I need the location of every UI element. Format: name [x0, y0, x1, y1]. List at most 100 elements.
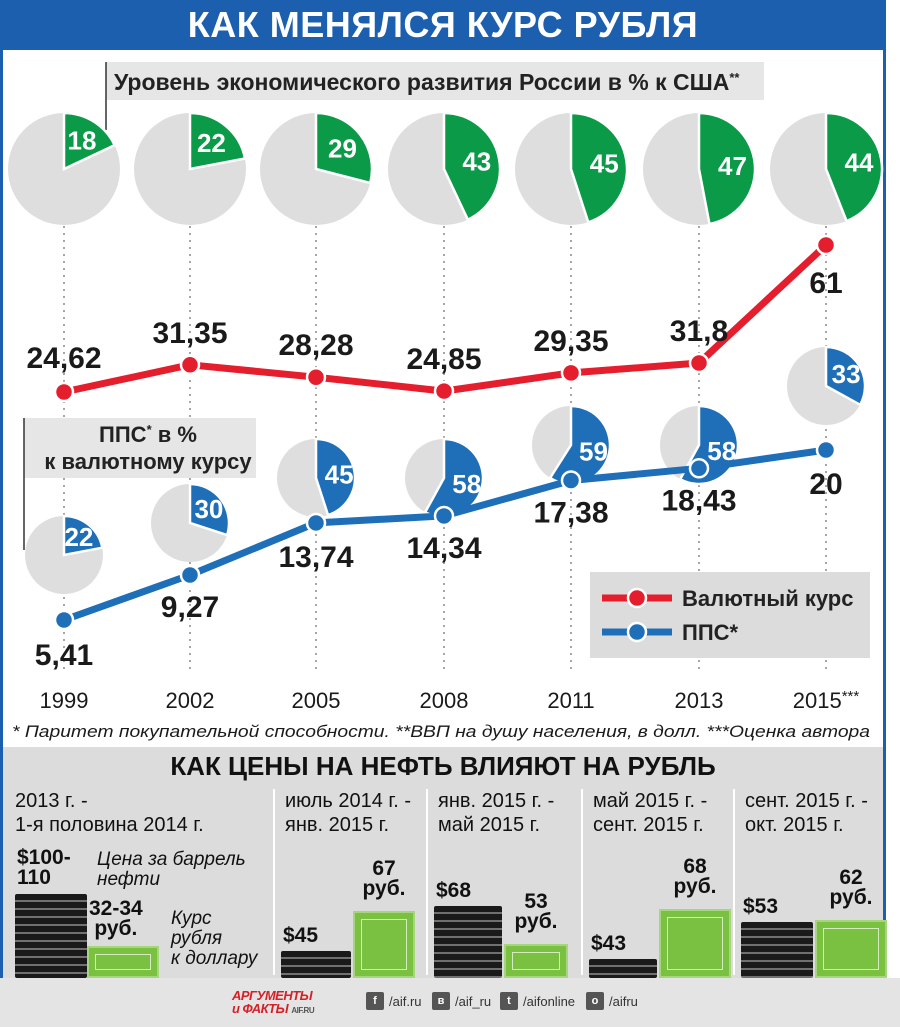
year-label-1999: 1999	[40, 688, 89, 713]
pps-pie-2008: 58	[405, 437, 485, 519]
social-handle-1: /aif.ru	[389, 993, 422, 1009]
oil-period-2: июль 2014 г. - янв. 2015 г.	[285, 790, 412, 836]
social-icon-3: t	[500, 992, 518, 1010]
gdp-pie-2015-label: 44	[845, 148, 874, 178]
legend-label-valyutny-kurs: Валютный курс	[682, 586, 853, 611]
top-pie-label: Уровень экономического развития России в…	[105, 62, 764, 130]
aif-logo[interactable]: АРГУМЕНТЫ и ФАКТЫ AIF.RU	[232, 988, 332, 1018]
pps-pie-2002-slice	[188, 482, 231, 537]
oil-period-1: 2013 г. - 1-я половина 2014 г.	[15, 790, 204, 836]
oil-period-3: янв. 2015 г. - май 2015 г.	[438, 790, 555, 836]
label-pps-2008: 14,34	[406, 532, 481, 565]
frame	[0, 0, 886, 978]
label-pps-2015: 20	[809, 468, 842, 501]
pps-pie-2005: 45	[277, 437, 357, 517]
point-valyutny-kurs-2013	[688, 352, 710, 374]
top-pie-label-box	[106, 62, 764, 100]
legend-box	[590, 572, 870, 658]
oil-barrel-5	[741, 922, 813, 978]
point-valyutny-kurs-2002	[179, 354, 201, 376]
oil-price-2: $45	[283, 924, 319, 947]
gdp-pie-2011-label: 45	[590, 149, 619, 179]
pps-pie-2002-label: 30	[194, 494, 223, 524]
pps-label-line1: ППС* в %	[99, 422, 197, 447]
oil-barrel-4	[589, 959, 657, 978]
pps-pie-2015-label: 33	[832, 359, 861, 389]
year-label-2008: 2008	[420, 688, 469, 713]
point-valyutny-kurs-1999	[53, 381, 75, 403]
legend: Валютный курс ППС*	[590, 572, 870, 658]
label-pps-2002: 9,27	[161, 591, 219, 624]
year-label-2013: 2013	[675, 688, 724, 713]
point-pps-2011	[560, 470, 582, 491]
label-pps-1999: 5,41	[35, 639, 93, 672]
point-valyutny-kurs-2008	[433, 380, 455, 402]
oil-column-divider	[581, 789, 583, 975]
social-handle-3: /aifonline	[523, 993, 576, 1009]
point-pps-2013	[688, 458, 710, 479]
social-handle-4: /aifru	[609, 993, 638, 1009]
point-valyutny-kurs-2015	[815, 234, 837, 256]
label-valyutny-kurs-2008: 24,85	[406, 343, 481, 376]
gdp-pie-2005-label: 29	[328, 133, 357, 163]
gdp-pie-2013-slice	[697, 111, 757, 226]
gdp-pie-2005-slice	[314, 111, 374, 185]
label-pps-2011: 17,38	[533, 497, 608, 530]
page-title: КАК МЕНЯЛСЯ КУРС РУБЛЯ	[0, 0, 886, 50]
gdp-pie-1999-label: 18	[68, 126, 97, 156]
oil-column-divider	[733, 789, 735, 975]
oil-price-3: $68	[436, 879, 472, 902]
point-valyutny-kurs-2011	[560, 362, 582, 384]
pps-label-line2: к валютному курсу	[44, 449, 252, 474]
gdp-pie-2002-slice	[188, 111, 247, 171]
legend-label-pps: ППС*	[682, 620, 739, 645]
social-icon-1: f	[366, 992, 384, 1010]
social-link-2[interactable]: в/aif_ru	[432, 991, 491, 1011]
gdp-pie-2008-label: 43	[462, 147, 491, 177]
pps-pie-2008-label: 58	[452, 469, 481, 499]
oil-price-note: Цена за баррель нефти	[97, 849, 246, 890]
gdp-pie-1999: 18	[8, 111, 120, 225]
oil-price-1: $100- 110	[17, 846, 71, 889]
pps-pie-1999: 22	[25, 514, 104, 594]
legend-marker-pps	[626, 621, 648, 643]
oil-price-4: $43	[591, 932, 627, 955]
year-label-2005: 2005	[292, 688, 341, 713]
oil-rate-note: Курс рубля к доллару	[171, 908, 258, 969]
label-valyutny-kurs-2013: 31,8	[670, 315, 728, 348]
label-valyutny-kurs-1999: 24,62	[26, 342, 101, 375]
pps-pie-2011: 59	[532, 404, 612, 486]
point-pps-2008	[433, 505, 455, 527]
oil-barrel-2	[281, 951, 351, 978]
social-link-3[interactable]: t/aifonline	[500, 991, 575, 1011]
oil-period-4: май 2015 г. - сент. 2015 г.	[593, 790, 708, 836]
social-link-4[interactable]: о/aifru	[586, 991, 638, 1011]
oil-rub-1: 32-34 руб.	[89, 897, 143, 940]
social-handle-2: /aif_ru	[455, 993, 492, 1009]
point-pps-2005	[305, 512, 327, 534]
pps-pie-2005-label: 45	[325, 459, 354, 489]
label-valyutny-kurs-2015: 61	[809, 267, 842, 300]
label-valyutny-kurs-2005: 28,28	[278, 329, 353, 362]
social-link-1[interactable]: f/aif.ru	[366, 991, 422, 1011]
oil-rub-5: 62 руб.	[829, 866, 873, 909]
pps-pie-2005-slice	[314, 437, 357, 517]
footer: АРГУМЕНТЫ и ФАКТЫ AIF.RU f/aif.ru в/aif_r…	[0, 978, 900, 1027]
legend-marker-valyutny-kurs	[626, 587, 648, 609]
oil-rub-2: 67 руб.	[362, 857, 406, 900]
pps-pie-1999-slice	[62, 514, 104, 557]
oil-bill-4	[659, 909, 731, 978]
pps-pie-2015-slice	[824, 345, 867, 407]
point-valyutny-kurs-2005	[305, 366, 327, 388]
year-label-2015: 2015***	[793, 688, 860, 713]
oil-section-title: КАК ЦЕНЫ НА НЕФТЬ ВЛИЯЮТ НА РУБЛЬ	[170, 751, 716, 781]
ruble-chart: Уровень экономического развития России в…	[8, 62, 884, 741]
social-icon-2: в	[432, 992, 450, 1010]
label-pps-2005: 13,74	[278, 541, 353, 574]
oil-column-divider	[273, 789, 275, 975]
gdp-pie-2011: 45	[515, 111, 629, 225]
pps-label-box	[24, 418, 256, 478]
oil-bill-5	[815, 920, 887, 978]
oil-rub-4: 68 руб.	[673, 855, 717, 898]
